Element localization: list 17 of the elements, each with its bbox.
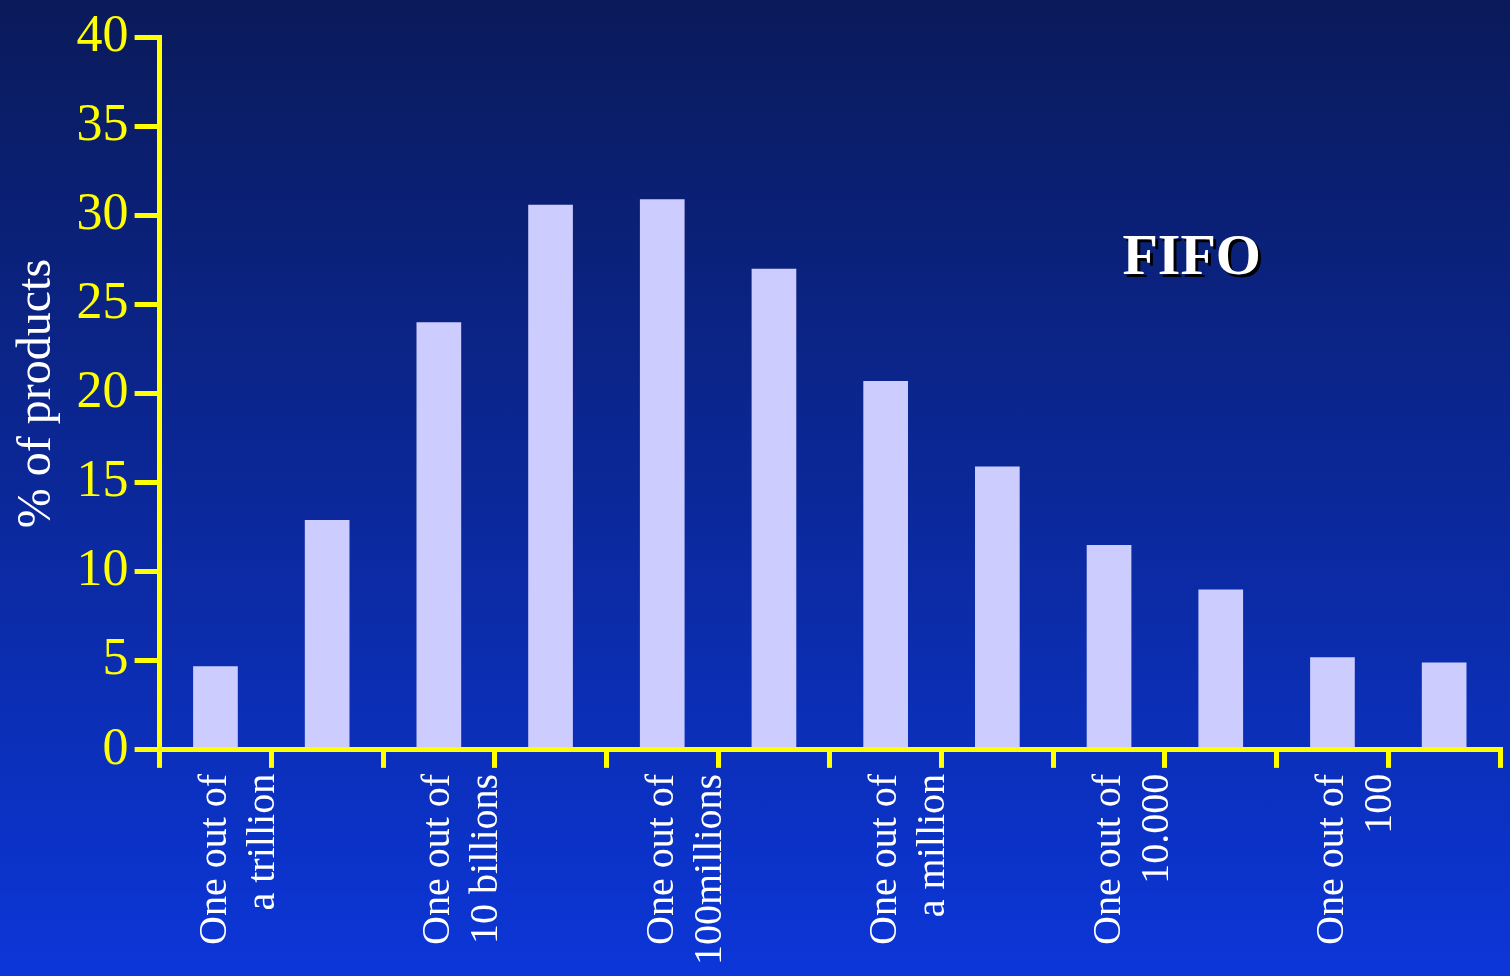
annotation: FIFO bbox=[1125, 225, 1264, 291]
y-tick-label: 30 bbox=[76, 183, 129, 241]
y-tick-label: 5 bbox=[102, 628, 129, 686]
y-axis-title: % of products bbox=[7, 258, 61, 529]
x-tick-label: One out of 100 bbox=[1306, 773, 1400, 945]
x-tick-label: One out of 10 billions bbox=[413, 773, 507, 945]
x-tick-label: One out of 10.000 bbox=[1083, 773, 1177, 945]
y-tick-label: 25 bbox=[76, 272, 129, 330]
y-tick-label: 0 bbox=[102, 717, 129, 775]
y-tick-label: 10 bbox=[76, 539, 129, 597]
x-tick-label: One out of 100millions bbox=[636, 773, 730, 966]
y-tick-label: 20 bbox=[76, 361, 129, 419]
y-tick-label: 40 bbox=[76, 4, 129, 62]
y-tick-label: 35 bbox=[76, 93, 129, 151]
x-tick-label: One out of a million bbox=[860, 773, 954, 945]
y-tick-label: 15 bbox=[76, 450, 129, 508]
x-tick-label: One out of a trillion bbox=[189, 773, 283, 945]
